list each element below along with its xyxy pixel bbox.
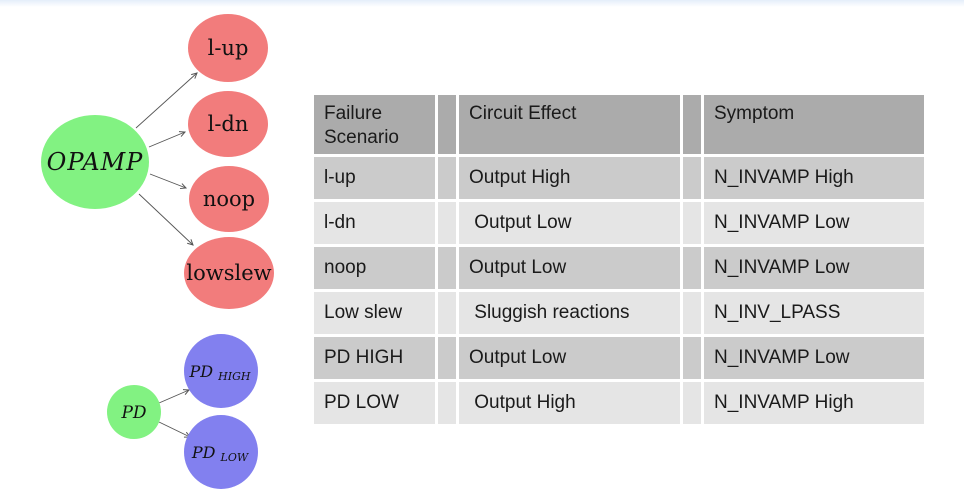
cell-symptom-lowslew: N_INV_LPASS xyxy=(704,292,924,334)
node-opamp-label: OPAMP xyxy=(47,148,144,176)
cell-scenario-pdlow: PD LOW xyxy=(314,382,435,424)
edge-opamp-ldn xyxy=(148,131,187,148)
node-noop: noop xyxy=(189,166,269,232)
top-border-strip xyxy=(0,0,964,7)
node-pdlow-label: PD LOW xyxy=(191,443,250,464)
row-spacer xyxy=(438,292,456,334)
cell-symptom-noop: N_INVAMP Low xyxy=(704,247,924,289)
node-pdhigh: PD HIGH xyxy=(184,334,258,408)
row-spacer xyxy=(683,337,701,379)
cell-effect-pdlow: Output High xyxy=(459,382,680,424)
cell-symptom-ldn: N_INVAMP Low xyxy=(704,202,924,244)
edge-pd-pdhigh xyxy=(158,389,191,404)
row-spacer xyxy=(438,202,456,244)
node-lup-label: l-up xyxy=(208,36,249,60)
cell-symptom-pdlow: N_INVAMP High xyxy=(704,382,924,424)
cell-effect-pdhigh: Output Low xyxy=(459,337,680,379)
row-spacer xyxy=(683,157,701,199)
row-spacer xyxy=(683,292,701,334)
cell-scenario-lup: l-up xyxy=(314,157,435,199)
row-spacer xyxy=(683,247,701,289)
node-ldn: l-dn xyxy=(188,91,268,157)
node-lowslew: lowslew xyxy=(184,237,274,309)
header-spacer-2 xyxy=(683,95,701,154)
row-spacer xyxy=(438,337,456,379)
cell-effect-noop: Output Low xyxy=(459,247,680,289)
cell-scenario-lowslew: Low slew xyxy=(314,292,435,334)
row-spacer xyxy=(683,202,701,244)
node-lowslew-label: lowslew xyxy=(186,261,271,285)
cell-effect-ldn: Output Low xyxy=(459,202,680,244)
row-spacer xyxy=(438,157,456,199)
cell-effect-lowslew: Sluggish reactions xyxy=(459,292,680,334)
header-spacer-1 xyxy=(438,95,456,154)
edge-pd-pdlow xyxy=(158,421,191,438)
column-header-failure-scenario: Failure Scenario xyxy=(314,95,435,154)
node-ldn-label: l-dn xyxy=(208,112,249,136)
column-header-circuit-effect: Circuit Effect xyxy=(459,95,680,154)
node-pdhigh-label: PD HIGH xyxy=(188,362,250,383)
cell-scenario-pdhigh: PD HIGH xyxy=(314,337,435,379)
fault-tree-diagram: OPAMP l-up l-dn noop lowslew PD PD xyxy=(41,14,274,489)
cell-effect-lup: Output High xyxy=(459,157,680,199)
cell-symptom-lup: N_INVAMP High xyxy=(704,157,924,199)
node-opamp: OPAMP xyxy=(41,115,149,209)
edge-opamp-lowslew xyxy=(138,193,194,246)
row-spacer xyxy=(438,382,456,424)
row-spacer xyxy=(438,247,456,289)
node-pdlow: PD LOW xyxy=(184,415,258,489)
node-lup: l-up xyxy=(188,14,268,82)
cell-scenario-noop: noop xyxy=(314,247,435,289)
node-pd: PD xyxy=(107,385,161,439)
edge-opamp-noop xyxy=(149,173,188,190)
failure-scenario-table: Failure Scenario Circuit Effect Symptom … xyxy=(314,95,924,424)
cell-scenario-ldn: l-dn xyxy=(314,202,435,244)
column-header-symptom: Symptom xyxy=(704,95,924,154)
node-noop-label: noop xyxy=(203,187,255,211)
cell-symptom-pdhigh: N_INVAMP Low xyxy=(704,337,924,379)
edge-opamp-lup xyxy=(135,72,198,129)
node-pd-label: PD xyxy=(120,403,146,423)
row-spacer xyxy=(683,382,701,424)
